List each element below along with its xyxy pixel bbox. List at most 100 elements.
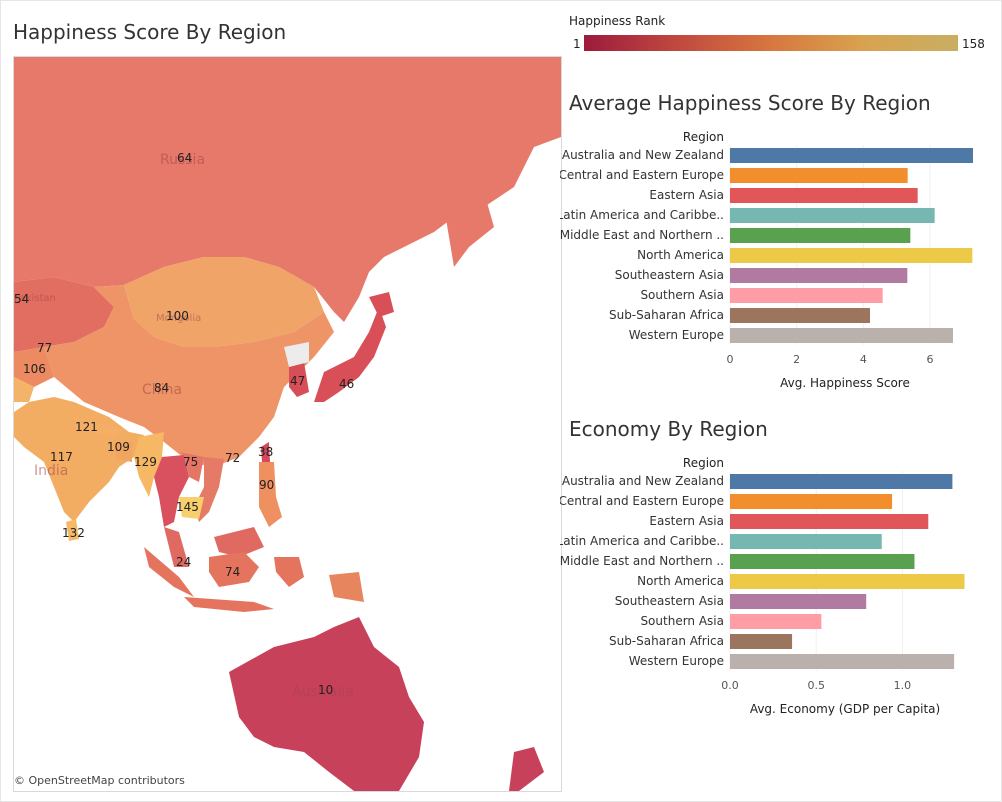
category-label: Eastern Asia [649,188,724,202]
x-axis-title: Avg. Happiness Score [780,376,910,390]
bar[interactable] [730,208,935,223]
x-tick-label: 0 [727,353,734,366]
x-tick-label: 4 [860,353,867,366]
country-japan[interactable] [314,307,386,402]
map-view[interactable]: Russia China India Australia Mongolia Pa… [13,56,562,792]
country-indonesia-java[interactable] [184,597,274,612]
rank-label-kazakhstan: 54 [14,292,29,306]
country-malaysia[interactable] [164,527,189,567]
country-indonesia-east[interactable] [274,557,304,587]
rank-label-mongolia: 100 [166,309,189,323]
legend-max-label: 158 [962,37,985,51]
map-attribution[interactable]: © OpenStreetMap contributors [14,774,185,787]
country-kyrgyzstan[interactable] [14,347,54,387]
bar[interactable] [730,654,955,669]
country-north-korea[interactable] [284,342,309,367]
country-russia[interactable] [14,57,561,322]
rank-label-sri-lanka: 132 [62,526,85,540]
category-label: Southeastern Asia [615,594,724,608]
bar[interactable] [730,614,822,629]
rank-label-myanmar: 129 [134,455,157,469]
rank-label-cambodia: 145 [176,500,199,514]
country-malaysia-east[interactable] [214,527,264,557]
rank-label-bangladesh: 109 [107,440,130,454]
category-label: Western Europe [629,654,724,668]
country-sri-lanka[interactable] [66,519,79,541]
country-name-russia: Russia [160,152,205,168]
category-label: North America [637,248,724,262]
country-south-korea[interactable] [289,362,309,397]
x-tick-label: 1.0 [894,679,912,692]
bar[interactable] [730,594,867,609]
map-svg[interactable]: Russia China India Australia Mongolia Pa… [14,57,561,791]
category-label: Australia and New Zealand [562,474,724,488]
chart-title-economy: Economy By Region [569,417,768,441]
map-title: Happiness Score By Region [13,20,287,44]
country-japan-hokkaido[interactable] [369,292,394,317]
country-png[interactable] [329,572,364,602]
category-label: North America [637,574,724,588]
country-china[interactable] [44,285,334,467]
rank-label-tajikistan: 106 [23,362,46,376]
bar[interactable] [730,248,973,263]
category-label: Southern Asia [640,288,724,302]
country-kazakhstan[interactable] [14,277,114,352]
bar[interactable] [730,574,965,589]
rank-label-nepal: 121 [75,420,98,434]
happiness-bar-chart[interactable]: Region Australia and New Zealand Central a… [560,125,1000,400]
bar[interactable] [730,308,870,323]
rank-label-laos: 75 [183,455,198,469]
bar[interactable] [730,288,883,303]
rank-label-taiwan: 38 [258,445,273,459]
category-label: Central and Eastern Europe [560,168,724,182]
bar[interactable] [730,328,953,343]
category-label: Central and Eastern Europe [560,494,724,508]
country-thailand[interactable] [154,455,189,527]
legend-color-ramp [584,35,958,51]
country-tajikistan[interactable] [14,377,34,402]
rank-label-indonesia: 74 [225,565,240,579]
country-taiwan[interactable] [261,442,270,462]
category-label: Sub-Saharan Africa [609,634,724,648]
country-indonesia[interactable] [144,547,194,597]
chart-title-happiness: Average Happiness Score By Region [569,91,931,115]
x-tick-label: 2 [793,353,800,366]
country-philippines[interactable] [259,462,282,527]
bar[interactable] [730,188,918,203]
bar[interactable] [730,554,915,569]
country-cambodia[interactable] [179,497,204,519]
rank-label-malaysia: 24 [176,555,191,569]
economy-bar-chart[interactable]: Region Australia and New Zealand Central a… [560,451,1000,726]
category-label: Sub-Saharan Africa [609,308,724,322]
bar[interactable] [730,534,882,549]
country-laos[interactable] [179,452,204,482]
bar[interactable] [730,474,953,489]
bar[interactable] [730,168,908,183]
category-label: Southern Asia [640,614,724,628]
bar[interactable] [730,634,793,649]
category-label: Middle East and Northern .. [560,554,724,568]
category-label: Western Europe [629,328,724,342]
x-tick-label: 0.5 [807,679,825,692]
bar[interactable] [730,268,908,283]
country-myanmar[interactable] [134,432,164,497]
rank-label-china: 84 [154,381,169,395]
category-label: Middle East and Northern .. [560,228,724,242]
country-indonesia-borneo[interactable] [209,552,259,587]
country-nepal[interactable] [74,417,124,437]
rank-label-india: 117 [50,450,73,464]
category-label: Latin America and Caribbe.. [560,208,724,222]
rank-label-south-korea: 47 [290,374,305,388]
bar[interactable] [730,148,973,163]
bar[interactable] [730,514,929,529]
country-bangladesh[interactable] [114,442,132,462]
bar[interactable] [730,494,893,509]
country-russia-east[interactable] [444,192,494,267]
country-new-zealand[interactable] [509,747,544,791]
x-tick-label: 0.0 [721,679,739,692]
category-label: Australia and New Zealand [562,148,724,162]
country-name-australia: Australia [292,684,354,700]
bar[interactable] [730,228,911,243]
country-australia[interactable] [229,617,424,791]
country-mongolia[interactable] [124,257,324,347]
